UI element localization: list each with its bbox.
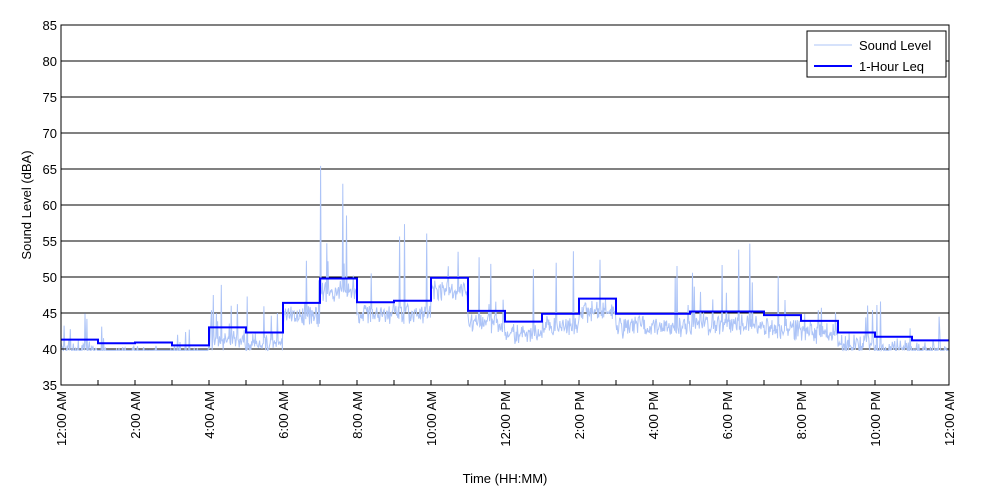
leq-step-line [61,276,949,347]
x-tick-label: 4:00 AM [202,391,217,439]
y-tick-label: 35 [43,378,57,393]
x-tick-label: 12:00 AM [942,391,957,446]
x-tick-label: 12:00 PM [498,391,513,447]
x-tick-label: 10:00 AM [424,391,439,446]
y-tick-label: 45 [43,306,57,321]
x-tick-label: 4:00 PM [646,391,661,439]
y-tick-label: 55 [43,234,57,249]
x-axis-label: Time (HH:MM) [463,471,548,486]
y-tick-label: 80 [43,54,57,69]
x-tick-label: 6:00 PM [720,391,735,439]
x-tick-label: 12:00 AM [54,391,69,446]
x-tick-label: 6:00 AM [276,391,291,439]
x-tick-label: 2:00 PM [572,391,587,439]
y-axis-label: Sound Level (dBA) [19,150,34,259]
x-tick-label: 10:00 PM [868,391,883,447]
legend: Sound Level 1-Hour Leq [806,30,947,78]
y-tick-label: 60 [43,198,57,213]
x-tick-label: 8:00 PM [794,391,809,439]
y-tick-label: 75 [43,90,57,105]
x-tick-label: 8:00 AM [350,391,365,439]
x-tick-label: 2:00 AM [128,391,143,439]
y-tick-label: 70 [43,126,57,141]
legend-label-leq: 1-Hour Leq [859,59,924,74]
y-tick-label: 85 [43,18,57,33]
y-tick-label: 50 [43,270,57,285]
y-tick-label: 40 [43,342,57,357]
legend-label-sound-level: Sound Level [859,38,931,53]
y-tick-label: 65 [43,162,57,177]
